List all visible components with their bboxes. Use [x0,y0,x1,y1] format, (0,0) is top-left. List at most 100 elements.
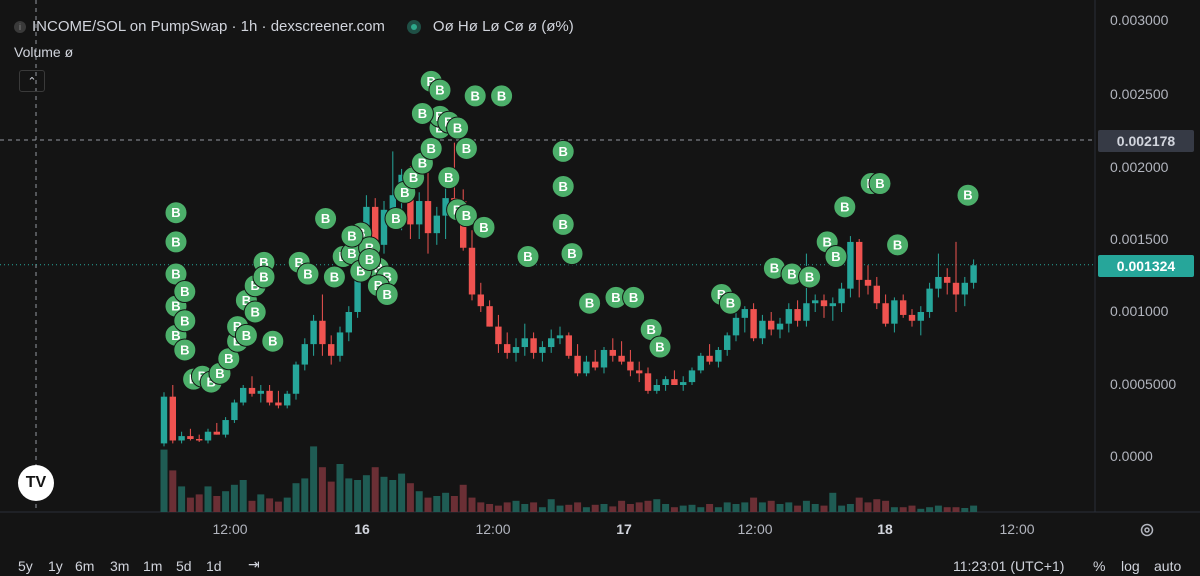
volume-bar [706,504,714,512]
buy-marker[interactable]: B [516,245,540,269]
buy-marker[interactable]: B [551,174,575,198]
buy-marker[interactable]: B [446,116,470,140]
buy-marker[interactable]: B [560,242,584,266]
candle-body [477,294,484,307]
svg-text:B: B [242,328,251,343]
buy-marker[interactable]: B [314,207,338,231]
calendar-range-icon[interactable]: ⇥ [248,556,260,572]
buy-marker[interactable]: B [886,233,910,257]
buy-marker[interactable]: B [243,300,267,324]
buy-marker[interactable]: B [173,338,197,362]
buy-marker[interactable]: B [164,230,188,254]
candle-body [292,364,300,394]
svg-text:B: B [497,88,506,103]
volume-bar [882,500,890,512]
tradingview-logo[interactable]: TV [18,465,54,501]
buy-marker[interactable]: B [454,204,478,228]
eye-icon[interactable] [406,19,421,34]
buy-marker[interactable]: B [551,139,575,163]
buy-marker[interactable]: B [296,262,320,286]
range-3m[interactable]: 3m [110,558,130,574]
volume-bar [450,496,458,512]
svg-text:B: B [347,229,356,244]
volume-bar [222,491,230,512]
svg-text:B: B [875,176,884,191]
buy-marker[interactable]: B [551,212,575,236]
candle-body [433,215,440,234]
buy-marker[interactable]: B [956,183,980,207]
gear-icon[interactable] [1139,522,1155,538]
volume-bar [362,475,370,512]
buy-marker[interactable]: B [833,195,857,219]
buy-marker[interactable]: B [798,265,822,289]
buy-marker[interactable]: B [234,323,258,347]
svg-text:B: B [347,246,356,261]
volume-bar [582,507,590,512]
svg-text:B: B [462,141,471,156]
buy-marker[interactable]: B [824,245,848,269]
buy-marker[interactable]: B [718,291,742,315]
buy-marker[interactable]: B [454,136,478,160]
candle-body [231,402,238,421]
volume-bar [794,505,802,512]
log-toggle[interactable]: log [1121,558,1140,574]
svg-text:B: B [330,269,339,284]
svg-text:B: B [365,240,374,255]
buy-marker[interactable]: B [173,309,197,333]
buy-marker[interactable]: B [622,285,646,309]
candle-body [416,201,423,225]
buy-marker[interactable]: B [419,136,443,160]
volume-bar [494,505,502,512]
candle-body [442,198,449,216]
chart-title: INCOME/SOL on PumpSwap · 1h · dexscreene… [32,18,385,35]
svg-text:B: B [717,287,726,302]
volume-bar [169,470,177,512]
range-1y[interactable]: 1y [48,558,63,574]
buy-marker[interactable]: B [358,247,382,271]
buy-marker[interactable]: B [428,78,452,102]
buy-marker[interactable]: B [340,224,364,248]
info-icon[interactable]: i [14,20,26,33]
candle-body [486,306,493,327]
range-6m[interactable]: 6m [75,558,95,574]
buy-marker[interactable]: B [164,201,188,225]
volume-bar [547,499,555,512]
volume-bar [406,483,414,512]
range-5d[interactable]: 5d [176,558,192,574]
candle-body [794,309,801,321]
volume-bar [327,481,335,512]
svg-text:B: B [726,296,735,311]
volume-bar [723,502,731,512]
volume-bar [538,507,546,512]
buy-marker[interactable]: B [490,84,514,108]
buy-marker[interactable]: B [578,291,602,315]
svg-text:B: B [823,234,832,249]
buy-marker[interactable]: B [384,207,408,231]
range-1m[interactable]: 1m [143,558,163,574]
buy-marker[interactable]: B [261,329,285,353]
buy-marker[interactable]: B [463,84,487,108]
buy-marker[interactable]: B [437,166,461,190]
candle-body [336,332,344,356]
candle-body [257,390,264,394]
buy-marker[interactable]: B [472,215,496,239]
last-price-tag: 0.001324 [1098,255,1194,277]
range-5y[interactable]: 5y [18,558,33,574]
percent-toggle[interactable]: % [1093,558,1106,574]
buy-marker[interactable]: B [375,282,399,306]
chevron-up-icon: ⌃ [27,75,37,88]
buy-marker[interactable]: B [868,172,892,196]
auto-toggle[interactable]: auto [1154,558,1182,574]
volume-bar [318,467,326,512]
volume-bar [565,504,573,512]
buy-marker[interactable]: B [322,265,346,289]
buy-marker[interactable]: B [410,101,434,125]
buy-marker[interactable]: B [173,280,197,304]
buy-marker[interactable]: B [252,265,276,289]
range-1d[interactable]: 1d [206,558,222,574]
candle-body [512,347,520,353]
collapse-legend-button[interactable]: ⌃ [19,70,45,92]
candle-body [204,431,212,441]
buy-marker[interactable]: B [648,335,672,359]
